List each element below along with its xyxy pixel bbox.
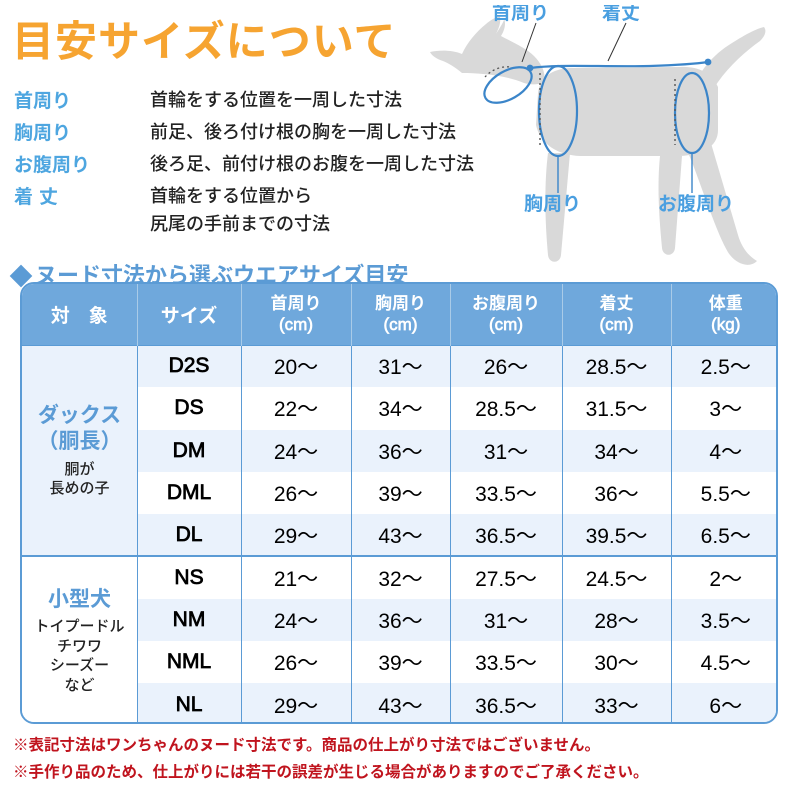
svg-text:お腹周り: お腹周り [658, 193, 734, 215]
svg-text:胸周り: 胸周り [524, 193, 581, 215]
svg-text:着丈: 着丈 [602, 5, 640, 24]
svg-text:首周り: 首周り [492, 5, 549, 24]
